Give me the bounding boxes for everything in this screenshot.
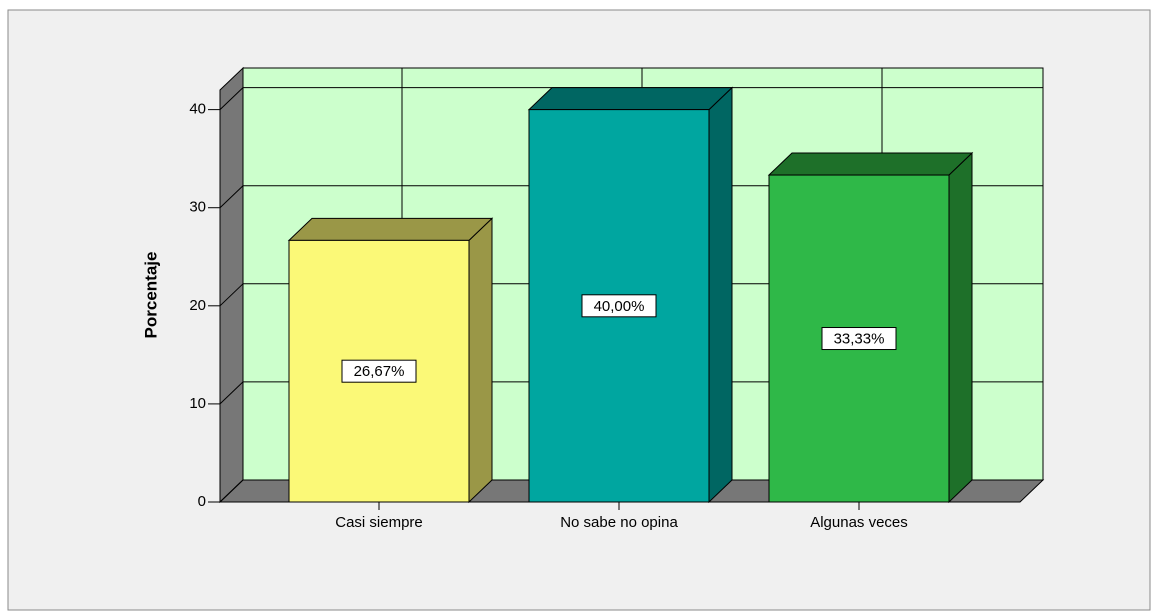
y-tick-label: 10 (189, 395, 206, 412)
grid-line (219, 381, 244, 405)
value-label-box (821, 327, 897, 351)
bar-top (527, 87, 734, 111)
grid-line (219, 87, 244, 110)
bar-side (468, 217, 493, 504)
bar-top (767, 152, 974, 176)
value-label-box (341, 359, 417, 383)
y-tick-label: 30 (189, 199, 206, 216)
x-tick-label: Casi siempre (335, 514, 423, 531)
y-tick-label: 20 (189, 297, 206, 314)
x-tick-label: Algunas veces (810, 514, 908, 531)
y-axis-label: Porcentaje (141, 252, 160, 339)
bar-side (708, 86, 733, 504)
grid-line (219, 479, 244, 503)
value-label: 26,67% (354, 363, 405, 380)
value-label-box (581, 294, 657, 318)
x-tick-label: No sabe no opina (560, 514, 678, 531)
bar-top (287, 217, 494, 241)
grid-line (219, 185, 244, 209)
bar-side (948, 151, 973, 504)
y-tick-label: 0 (198, 493, 206, 510)
value-label: 40,00% (594, 298, 645, 315)
value-label: 33,33% (834, 330, 885, 347)
y-tick-label: 40 (189, 101, 206, 118)
grid-line (219, 283, 244, 307)
left-wall (219, 66, 244, 504)
